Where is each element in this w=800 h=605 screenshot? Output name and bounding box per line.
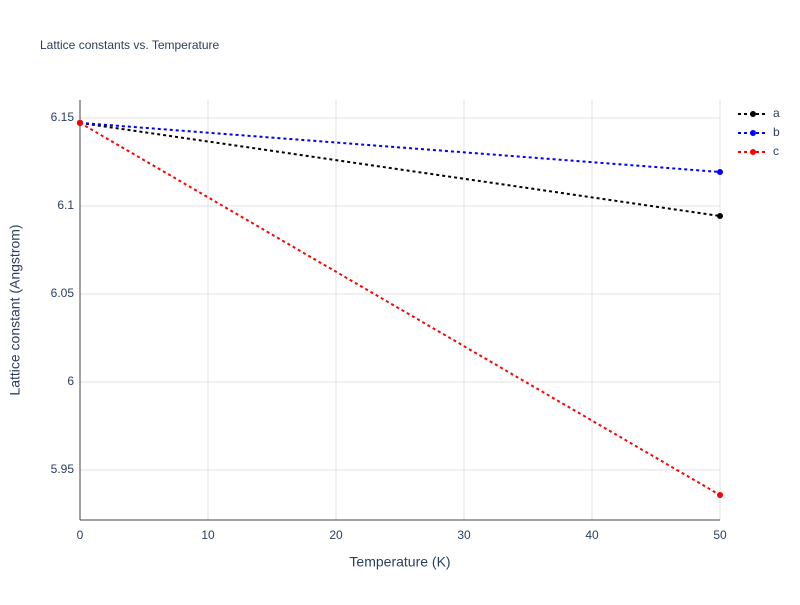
y-tick-label: 6.05 [51, 286, 75, 300]
x-tick-label: 0 [77, 528, 84, 542]
point [77, 119, 83, 126]
legend-marker [750, 111, 756, 117]
point [717, 168, 723, 175]
legend-marker [750, 149, 756, 155]
point [717, 213, 723, 220]
point [717, 492, 723, 499]
x-tick-label: 10 [201, 528, 215, 542]
chart-title: Lattice constants vs. Temperature [40, 38, 220, 52]
x-tick-label: 40 [585, 528, 599, 542]
x-tick-label: 50 [713, 528, 727, 542]
x-axis-label: Temperature (K) [349, 554, 450, 570]
y-tick-label: 6 [67, 374, 74, 388]
series-line [79, 121, 721, 173]
y-tick-label: 5.95 [51, 462, 75, 476]
x-tick-label: 30 [457, 528, 471, 542]
y-axis-label: Lattice constant (Angstrom) [7, 224, 23, 395]
x-tick-label: 20 [329, 528, 343, 542]
legend-marker [750, 130, 756, 136]
legend-label: b [773, 125, 780, 139]
y-tick-label: 6.15 [51, 110, 75, 124]
legend-label: c [773, 144, 779, 158]
y-tick-label: 6.1 [57, 198, 74, 212]
legend-label: a [773, 106, 780, 120]
